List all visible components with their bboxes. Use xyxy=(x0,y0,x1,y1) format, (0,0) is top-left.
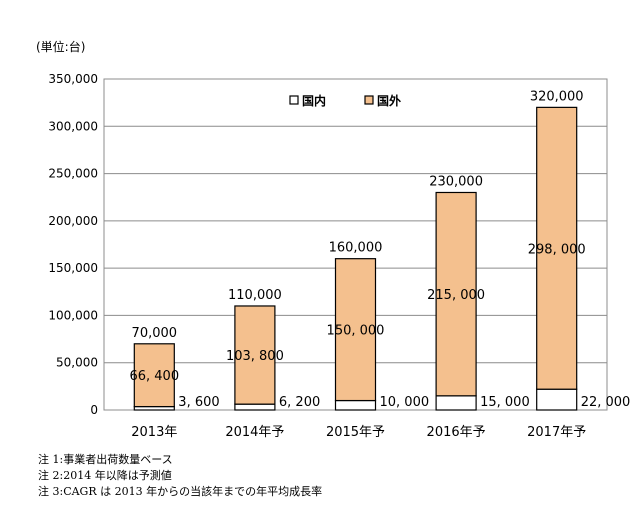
legend-label-domestic: 国内 xyxy=(302,93,326,108)
y-tick-label: 250,000 xyxy=(48,167,98,181)
bar-domestic xyxy=(234,403,276,411)
domestic-value-label: 15, 000 xyxy=(480,395,530,410)
y-tick-label: 0 xyxy=(90,403,98,417)
y-tick-label: 200,000 xyxy=(48,214,98,228)
legend-swatch-overseas xyxy=(364,95,374,105)
domestic-value-label: 10, 000 xyxy=(380,395,430,410)
y-tick-label: 150,000 xyxy=(48,261,98,275)
x-tick-label: 2014年予 xyxy=(225,425,284,440)
total-value-label: 110,000 xyxy=(228,288,282,303)
bar-overseas xyxy=(435,191,477,397)
legend-label-overseas: 国外 xyxy=(377,93,401,108)
y-tick-label: 50,000 xyxy=(56,356,98,370)
y-axis-ticks: 0 50,000 100,000 150,000 200,000 250,000 300,0… xyxy=(48,72,98,417)
bar-domestic xyxy=(334,399,377,411)
overseas-value-label: 103, 800 xyxy=(226,349,284,364)
x-tick-label: 2015年予 xyxy=(326,425,385,440)
total-value-label: 70,000 xyxy=(132,326,178,341)
total-value-label: 320,000 xyxy=(530,89,584,104)
note-3: 注 3:CAGR は 2013 年からの当該年までの年平均成長率 xyxy=(38,485,323,498)
overseas-value-label: 215, 000 xyxy=(427,288,485,303)
total-value-label: 230,000 xyxy=(429,174,483,189)
y-tick-label: 300,000 xyxy=(48,119,98,133)
stacked-bar-chart: 0 50,000 100,000 150,000 200,000 250,000 300,0… xyxy=(48,72,631,440)
bar-overseas xyxy=(234,305,276,405)
domestic-value-label: 6, 200 xyxy=(279,395,320,410)
bar-overseas xyxy=(133,343,175,408)
bar-domestic xyxy=(435,395,477,411)
domestic-value-label: 3, 600 xyxy=(178,395,219,410)
overseas-value-label: 150, 000 xyxy=(327,324,385,339)
x-axis-ticks: 2013年 2014年予 2015年予 2016年予 2017年予 xyxy=(131,425,586,440)
y-tick-label: 100,000 xyxy=(48,308,98,322)
bar-domestic xyxy=(536,388,578,411)
note-1: 注 1:事業者出荷数量ベース xyxy=(38,453,173,466)
notes: 注 1:事業者出荷数量ベース 注 2:2014 年以降は予測値 注 3:CAGR… xyxy=(38,452,322,500)
bar-overseas xyxy=(334,258,377,402)
note-2: 注 2:2014 年以降は予測値 xyxy=(38,469,172,482)
bars: 66, 400 3, 600 70,000 103, 800 6, 200 110,000… xyxy=(129,89,631,411)
domestic-value-label: 22, 000 xyxy=(581,395,631,410)
total-value-label: 160,000 xyxy=(329,241,383,256)
overseas-value-label: 66, 400 xyxy=(129,369,179,384)
legend: 国内 国外 xyxy=(289,93,401,108)
bar-overseas xyxy=(536,106,578,390)
y-tick-label: 350,000 xyxy=(48,72,98,86)
x-tick-label: 2017年予 xyxy=(527,425,586,440)
unit-label: (単位:台) xyxy=(36,40,86,54)
x-tick-label: 2013年 xyxy=(131,425,177,440)
overseas-value-label: 298, 000 xyxy=(528,242,586,257)
legend-swatch-domestic xyxy=(289,95,299,105)
x-tick-label: 2016年予 xyxy=(427,425,486,440)
